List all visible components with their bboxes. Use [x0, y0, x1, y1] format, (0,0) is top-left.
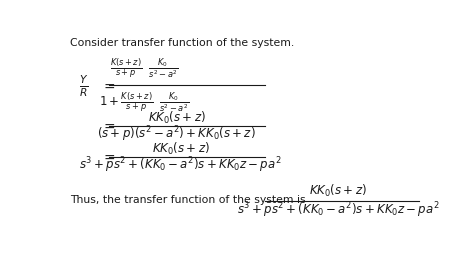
Text: $1+\frac{K(s+z)}{s+p}\;\;\frac{K_0}{s^2-a^2}$: $1+\frac{K(s+z)}{s+p}\;\;\frac{K_0}{s^2-…: [99, 90, 189, 115]
Text: $KK_0(s+z)$: $KK_0(s+z)$: [310, 183, 367, 199]
Text: $=$: $=$: [101, 150, 116, 164]
Text: $=$: $=$: [101, 79, 116, 93]
Text: Consider transfer function of the system.: Consider transfer function of the system…: [70, 38, 294, 48]
Text: $s^3+ps^2+(KK_0-a^2)s+KK_0z-pa^2$: $s^3+ps^2+(KK_0-a^2)s+KK_0z-pa^2$: [237, 200, 440, 220]
Text: $s^3+ps^2+(KK_0-a^2)s+KK_0z-pa^2$: $s^3+ps^2+(KK_0-a^2)s+KK_0z-pa^2$: [79, 155, 282, 175]
Text: $KK_0(s+z)$: $KK_0(s+z)$: [152, 141, 210, 157]
Text: $KK_0(s+z)$: $KK_0(s+z)$: [148, 109, 206, 125]
Text: $\frac{Y}{R}$: $\frac{Y}{R}$: [80, 73, 89, 99]
Text: $=$: $=$: [101, 119, 116, 133]
Text: $(s+p)(s^2-a^2)+KK_0(s+z)$: $(s+p)(s^2-a^2)+KK_0(s+z)$: [98, 124, 256, 144]
Text: Thus, the transfer function of the system is: Thus, the transfer function of the syste…: [70, 195, 306, 205]
Text: $\frac{K(s+z)}{s+p}\;\;\frac{K_0}{s^2-a^2}$: $\frac{K(s+z)}{s+p}\;\;\frac{K_0}{s^2-a^…: [109, 56, 178, 81]
